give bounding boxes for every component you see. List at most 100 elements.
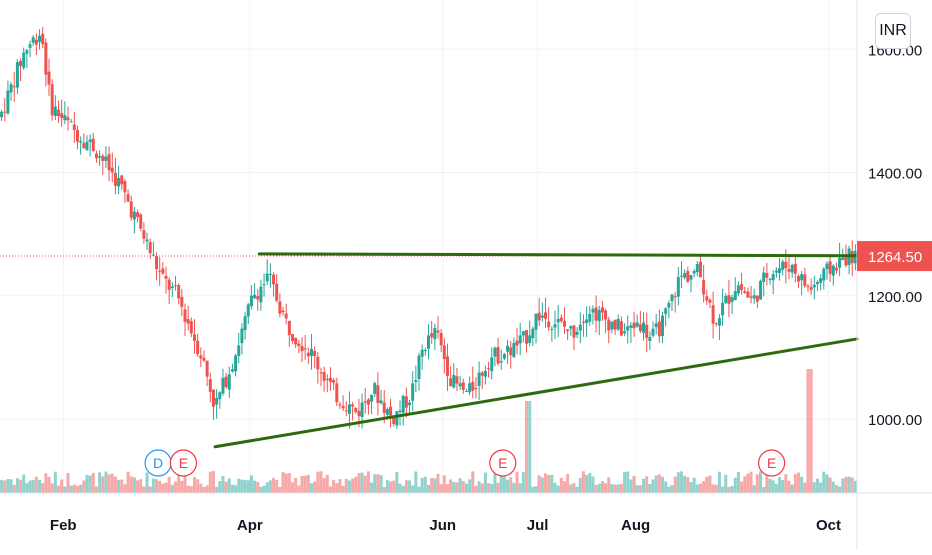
candle-body[interactable] [591,308,595,313]
candle-body[interactable] [234,355,238,372]
candle-body[interactable] [38,35,42,42]
candle-body[interactable] [404,396,408,408]
candle-body[interactable] [414,380,418,382]
candle-body[interactable] [683,273,687,278]
candle-body[interactable] [604,310,608,320]
candle-body[interactable] [291,334,295,341]
candle-body[interactable] [556,319,560,323]
candle-body[interactable] [452,374,456,388]
candle-body[interactable] [528,335,532,343]
candle-body[interactable] [164,275,168,279]
candle-body[interactable] [230,369,234,372]
candle-body[interactable] [632,322,636,329]
candle-body[interactable] [328,377,332,382]
candle-body[interactable] [566,329,570,332]
candle-body[interactable] [123,181,127,193]
candle-body[interactable] [180,296,184,307]
candle-body[interactable] [53,106,57,116]
candle-body[interactable] [101,155,105,161]
candle-body[interactable] [774,270,778,273]
candle-body[interactable] [673,296,677,298]
candle-body[interactable] [477,372,481,386]
candle-body[interactable] [480,372,484,376]
candle-body[interactable] [66,117,70,121]
candle-body[interactable] [44,42,48,75]
candle-body[interactable] [148,242,152,254]
candle-body[interactable] [755,295,759,302]
candle-body[interactable] [616,318,620,330]
candle-body[interactable] [69,121,73,123]
candle-body[interactable] [113,172,117,186]
candle-body[interactable] [208,379,212,392]
candle-body[interactable] [841,257,845,261]
candle-body[interactable] [575,331,579,335]
candle-body[interactable] [534,313,538,330]
candle-body[interactable] [170,286,174,289]
candle-body[interactable] [717,318,721,326]
candle-body[interactable] [664,308,668,314]
candle-body[interactable] [341,405,345,409]
candle-body[interactable] [474,388,478,390]
candle-body[interactable] [284,313,288,319]
candle-body[interactable] [417,355,421,379]
candle-body[interactable] [844,255,848,266]
candle-body[interactable] [385,409,389,415]
candle-body[interactable] [129,201,133,218]
candle-body[interactable] [215,397,219,405]
trendline-2[interactable] [213,337,859,449]
candle-body[interactable] [9,84,13,93]
candle-body[interactable] [3,111,7,113]
candle-body[interactable] [218,392,222,400]
candle-body[interactable] [395,411,399,426]
candle-body[interactable] [240,328,244,344]
candle-body[interactable] [455,376,459,384]
candle-body[interactable] [499,360,503,363]
candle-body[interactable] [657,321,661,337]
candle-body[interactable] [781,261,785,270]
candle-body[interactable] [151,254,155,256]
candle-body[interactable] [493,347,497,357]
candle-body[interactable] [183,309,187,322]
candle-body[interactable] [547,321,551,328]
candle-body[interactable] [272,274,276,285]
candle-body[interactable] [581,321,585,323]
candle-body[interactable] [487,368,491,370]
candle-body[interactable] [22,52,26,68]
candle-body[interactable] [676,277,680,297]
candle-body[interactable] [338,404,342,406]
candle-body[interactable] [117,177,121,187]
candle-body[interactable] [126,194,130,202]
candle-body[interactable] [357,410,361,417]
candle-body[interactable] [142,230,146,239]
candle-body[interactable] [698,261,702,278]
candle-body[interactable] [809,287,813,291]
candle-body[interactable] [708,299,712,303]
candle-body[interactable] [6,90,10,114]
candle-body[interactable] [752,295,756,299]
candle-body[interactable] [309,348,313,356]
candle-body[interactable] [79,141,83,143]
candle-body[interactable] [60,113,64,118]
candle-body[interactable] [800,274,804,281]
candle-body[interactable] [559,317,563,322]
candle-body[interactable] [192,334,196,341]
candle-body[interactable] [316,356,320,370]
candle-body[interactable] [585,319,589,324]
candle-body[interactable] [120,175,124,185]
candle-body[interactable] [139,214,143,229]
candle-body[interactable] [562,320,566,327]
candle-body[interactable] [464,390,468,392]
candle-body[interactable] [721,302,725,316]
candle-body[interactable] [322,371,326,381]
candle-body[interactable] [344,410,348,412]
candle-body[interactable] [613,319,617,330]
candle-body[interactable] [635,322,639,327]
candle-body[interactable] [427,335,430,349]
candle-body[interactable] [550,328,554,330]
candle-body[interactable] [262,284,266,286]
candle-body[interactable] [531,328,535,339]
candle-body[interactable] [259,286,263,303]
candle-body[interactable] [408,402,412,406]
candle-body[interactable] [50,84,54,116]
